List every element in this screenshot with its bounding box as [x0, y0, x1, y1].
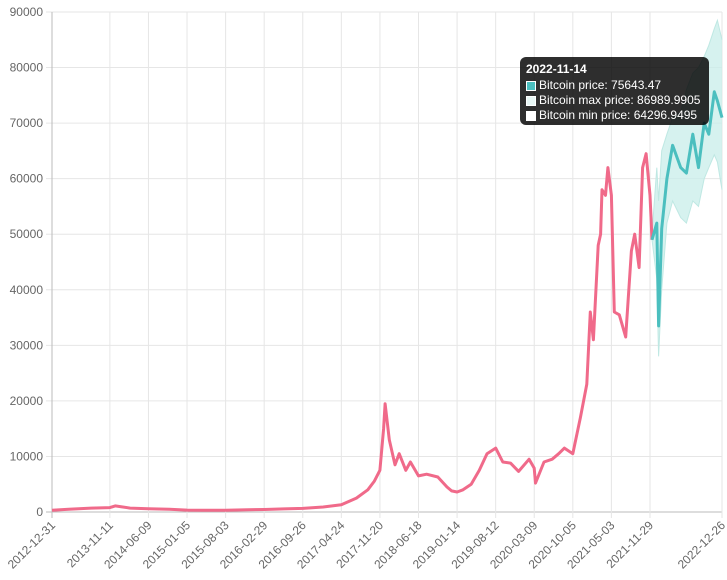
historical-price-line [51, 152, 654, 512]
hover-tooltip: 2022-11-14 Bitcoin price: 75643.47 Bitco… [520, 57, 709, 125]
y-tick-label: 60000 [10, 172, 44, 186]
min-price-line [651, 153, 723, 357]
tooltip-row-max: Bitcoin max price: 86989.9905 [526, 93, 703, 108]
y-tick-label: 50000 [10, 227, 44, 241]
y-tick-label: 30000 [10, 338, 44, 352]
tooltip-swatch-max [526, 95, 536, 106]
tooltip-date: 2022-11-14 [526, 62, 587, 76]
x-tick-label: 2022-12-26 [675, 518, 727, 572]
y-tick-label: 0 [36, 505, 43, 519]
tooltip-swatch-min [526, 110, 536, 121]
tooltip-row-price: Bitcoin price: 75643.47 [526, 78, 703, 93]
tooltip-max-label: Bitcoin max price: 86989.9905 [539, 93, 701, 107]
grid [46, 11, 723, 518]
y-tick-label: 10000 [10, 449, 44, 463]
y-tick-label: 90000 [10, 5, 44, 19]
forecast-price-line [650, 90, 724, 328]
x-tick-label: 2012-12-31 [5, 518, 59, 572]
tooltip-row-min: Bitcoin min price: 64296.9495 [526, 108, 703, 123]
tooltip-min-label: Bitcoin min price: 64296.9495 [539, 108, 698, 122]
series-lines [51, 90, 724, 512]
y-tick-label: 80000 [10, 61, 44, 75]
tooltip-price-label: Bitcoin price: 75643.47 [539, 78, 662, 92]
tooltip-swatch-price [526, 80, 536, 91]
y-tick-label: 20000 [10, 394, 44, 408]
y-tick-label: 70000 [10, 116, 44, 130]
y-tick-label: 40000 [10, 283, 44, 297]
